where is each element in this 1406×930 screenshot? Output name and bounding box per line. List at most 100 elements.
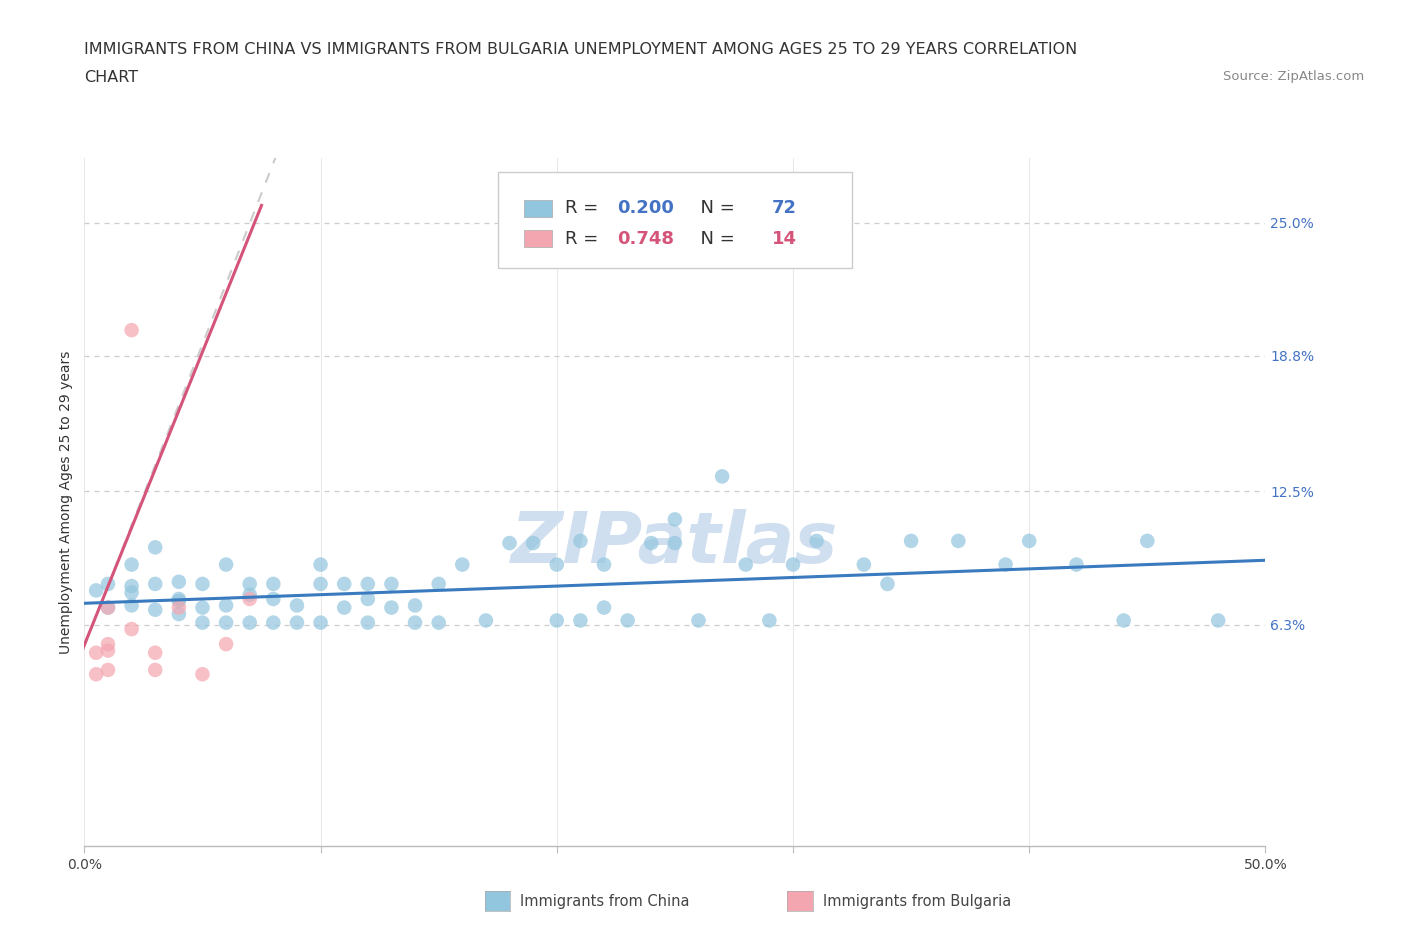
Point <box>121 578 143 593</box>
Point <box>84 583 107 598</box>
Point <box>84 645 107 660</box>
Point <box>285 598 308 613</box>
Point <box>262 577 284 591</box>
Point <box>1112 613 1135 628</box>
Point <box>143 645 166 660</box>
Point <box>121 598 143 613</box>
Point <box>121 323 143 338</box>
Point <box>191 616 214 631</box>
Point <box>97 644 120 658</box>
Point <box>239 591 262 606</box>
Text: ZIPatlas: ZIPatlas <box>512 509 838 578</box>
Point <box>191 600 214 615</box>
Point <box>569 613 592 628</box>
Point <box>167 591 190 606</box>
Point <box>239 577 262 591</box>
Text: R =: R = <box>565 230 605 247</box>
Point <box>239 587 262 602</box>
Text: Immigrants from Bulgaria: Immigrants from Bulgaria <box>823 894 1011 909</box>
Point <box>333 600 356 615</box>
FancyBboxPatch shape <box>523 200 553 217</box>
Point <box>357 616 380 631</box>
Point <box>380 577 402 591</box>
Point <box>215 598 238 613</box>
Point <box>357 577 380 591</box>
Point <box>1206 613 1229 628</box>
Text: Source: ZipAtlas.com: Source: ZipAtlas.com <box>1223 70 1364 83</box>
Point <box>852 557 875 572</box>
Text: Immigrants from China: Immigrants from China <box>520 894 690 909</box>
Point <box>239 616 262 631</box>
Point <box>215 557 238 572</box>
Point <box>948 534 970 549</box>
Point <box>191 577 214 591</box>
Point <box>404 598 426 613</box>
Point <box>451 557 474 572</box>
Point <box>357 591 380 606</box>
Point <box>121 621 143 636</box>
Point <box>167 575 190 590</box>
Point <box>664 536 686 551</box>
Point <box>285 616 308 631</box>
Point <box>97 662 120 677</box>
Point <box>664 512 686 526</box>
Point <box>427 577 450 591</box>
Point <box>1018 534 1040 549</box>
Text: R =: R = <box>565 199 605 218</box>
Text: 14: 14 <box>772 230 797 247</box>
Text: N =: N = <box>689 230 741 247</box>
Point <box>522 536 544 551</box>
Point <box>167 593 190 608</box>
Point <box>475 613 498 628</box>
Text: 0.200: 0.200 <box>617 199 673 218</box>
Point <box>309 577 332 591</box>
Point <box>404 616 426 631</box>
Point <box>167 600 190 615</box>
Text: IMMIGRANTS FROM CHINA VS IMMIGRANTS FROM BULGARIA UNEMPLOYMENT AMONG AGES 25 TO : IMMIGRANTS FROM CHINA VS IMMIGRANTS FROM… <box>84 42 1077 57</box>
Point <box>806 534 828 549</box>
Point <box>97 577 120 591</box>
Point <box>900 534 922 549</box>
Point <box>782 557 804 572</box>
Point <box>498 536 520 551</box>
Point <box>546 557 568 572</box>
Point <box>97 637 120 652</box>
Point <box>758 613 780 628</box>
Text: CHART: CHART <box>84 70 138 85</box>
Point <box>262 616 284 631</box>
Point <box>546 613 568 628</box>
Point <box>711 469 734 484</box>
Point <box>262 591 284 606</box>
FancyBboxPatch shape <box>498 172 852 268</box>
Point <box>309 616 332 631</box>
Text: 0.748: 0.748 <box>617 230 673 247</box>
Point <box>84 667 107 682</box>
Point <box>593 557 616 572</box>
Text: N =: N = <box>689 199 741 218</box>
Point <box>121 557 143 572</box>
Point <box>333 577 356 591</box>
Point <box>97 600 120 615</box>
Point <box>215 616 238 631</box>
Point <box>191 667 214 682</box>
Point <box>688 613 710 628</box>
Point <box>1066 557 1088 572</box>
Point <box>427 616 450 631</box>
Point <box>380 600 402 615</box>
Y-axis label: Unemployment Among Ages 25 to 29 years: Unemployment Among Ages 25 to 29 years <box>59 351 73 654</box>
Point <box>143 603 166 618</box>
Point <box>143 577 166 591</box>
Point <box>616 613 638 628</box>
Point <box>121 585 143 600</box>
Point <box>640 536 662 551</box>
Point <box>167 606 190 621</box>
Point <box>569 534 592 549</box>
Point <box>593 600 616 615</box>
Point <box>215 637 238 652</box>
Point <box>876 577 898 591</box>
Point <box>97 600 120 615</box>
Text: 72: 72 <box>772 199 797 218</box>
Point <box>309 557 332 572</box>
Point <box>143 540 166 555</box>
Point <box>734 557 756 572</box>
